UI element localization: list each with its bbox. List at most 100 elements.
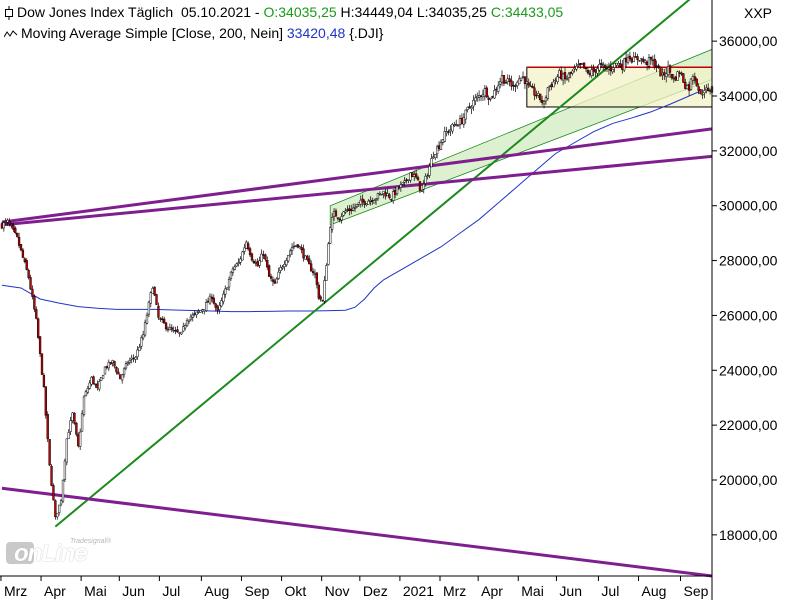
- candle: [23, 257, 26, 264]
- candle-body: [645, 61, 649, 65]
- candle-body: [372, 200, 376, 204]
- candle-body: [248, 248, 252, 256]
- candle: [502, 75, 506, 87]
- instrument-symbol: {.DJI}: [349, 25, 384, 41]
- candle-body: [275, 278, 278, 284]
- candle: [248, 246, 252, 258]
- candle: [37, 317, 40, 340]
- candle: [626, 53, 630, 65]
- candle: [6, 218, 9, 226]
- candle-body: [101, 374, 105, 379]
- candle-body: [281, 266, 284, 269]
- candle-body: [212, 297, 215, 304]
- y-tick-label: 32000,00: [719, 143, 778, 159]
- candle: [178, 332, 181, 337]
- candle: [628, 51, 632, 62]
- candle-body: [23, 258, 26, 262]
- candle-body: [462, 117, 465, 125]
- candle-body: [365, 203, 368, 206]
- candle-body: [189, 316, 193, 320]
- candle-body: [124, 363, 128, 369]
- candle-body: [600, 62, 603, 65]
- candle-body: [584, 67, 588, 70]
- candle-body: [445, 131, 448, 134]
- candle: [19, 244, 23, 252]
- candle-body: [390, 199, 393, 201]
- candle: [647, 53, 651, 70]
- candle-body: [395, 186, 399, 195]
- candle-body: [269, 276, 273, 279]
- candle-body: [413, 174, 416, 177]
- y-tick-label: 30000,00: [719, 198, 778, 214]
- candle-body: [340, 216, 343, 221]
- candle: [634, 52, 637, 58]
- candle-body: [493, 90, 496, 99]
- candle-body: [424, 175, 427, 184]
- candle-body: [163, 318, 166, 324]
- candle: [67, 429, 70, 439]
- candle-body: [527, 82, 530, 86]
- candle-body: [164, 322, 168, 330]
- candle-body: [498, 81, 502, 85]
- candle-body: [649, 56, 653, 60]
- candle: [487, 95, 490, 106]
- candle-body: [594, 69, 597, 73]
- candle: [304, 255, 307, 260]
- candle-body: [157, 305, 160, 318]
- candle: [159, 317, 162, 322]
- candle: [468, 102, 471, 109]
- candle: [422, 179, 425, 194]
- line-indicator-icon: [4, 30, 18, 38]
- chart-header-line-1: Dow Jones Index Täglich 05.10.2021 - O:3…: [4, 4, 563, 21]
- candle-body: [103, 366, 107, 375]
- candle: [649, 56, 653, 65]
- candle-body: [689, 78, 693, 90]
- candle-body: [178, 332, 181, 334]
- candle: [27, 268, 30, 280]
- candle: [563, 67, 567, 84]
- candle-body: [304, 255, 307, 260]
- candle: [399, 181, 403, 192]
- candle: [434, 154, 437, 161]
- candle: [533, 83, 536, 101]
- candle: [132, 354, 135, 363]
- x-tick-label: Jun: [122, 583, 145, 599]
- candle-body: [428, 166, 431, 176]
- candle-body: [143, 322, 147, 336]
- candle-body: [151, 287, 154, 294]
- candle: [596, 65, 599, 77]
- candle-body: [485, 87, 488, 98]
- candle-body: [678, 72, 681, 74]
- candle-body: [119, 374, 122, 380]
- indicator-value: 33420,48: [286, 25, 346, 41]
- candle-body: [525, 81, 528, 84]
- candle-body: [199, 310, 202, 313]
- candle-body: [113, 361, 116, 367]
- candle-body: [573, 67, 576, 70]
- candle-body: [254, 262, 257, 264]
- candle-body: [672, 77, 675, 80]
- y-tick-label: 28000,00: [719, 253, 778, 269]
- x-tick-label: Mai: [84, 583, 107, 599]
- candle: [227, 276, 231, 291]
- candle-body: [237, 262, 240, 264]
- candle-body: [657, 65, 660, 67]
- candle: [157, 302, 160, 320]
- candle-body: [69, 420, 72, 432]
- candle-body: [140, 337, 143, 347]
- x-tick-label: Jun: [559, 583, 582, 599]
- candle-body: [243, 247, 246, 252]
- candle-body: [65, 438, 68, 463]
- candle-body: [628, 55, 632, 60]
- candle: [239, 256, 242, 266]
- candle-body: [523, 76, 527, 85]
- candle-body: [388, 194, 391, 199]
- x-tick-label: Nov: [325, 583, 350, 599]
- candle-body: [185, 319, 189, 327]
- candle-body: [27, 270, 30, 278]
- candle-body: [31, 288, 34, 297]
- candle: [42, 372, 46, 388]
- candle: [544, 95, 548, 105]
- candle: [668, 64, 672, 78]
